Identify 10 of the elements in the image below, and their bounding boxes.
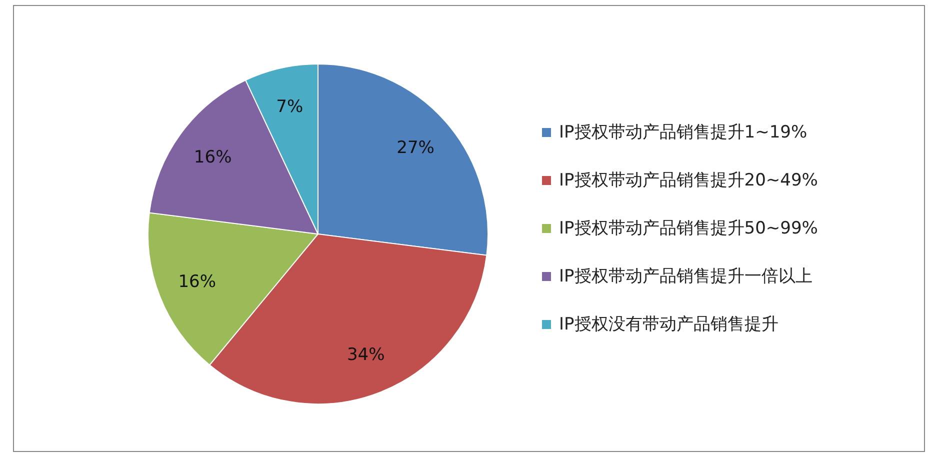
legend-label: IP授权带动产品销售提升1~19% (559, 122, 808, 142)
data-label: 27% (396, 138, 434, 158)
legend-label: IP授权带动产品销售提升50~99% (559, 218, 818, 238)
legend-label: IP授权没有带动产品销售提升 (559, 314, 778, 334)
legend-label: IP授权带动产品销售提升20~49% (559, 170, 818, 190)
legend-label: IP授权带动产品销售提升一倍以上 (559, 266, 812, 286)
data-label: 34% (346, 344, 385, 365)
data-label: 16% (178, 272, 216, 292)
data-label: 16% (194, 148, 232, 168)
data-label: 7% (276, 97, 304, 118)
